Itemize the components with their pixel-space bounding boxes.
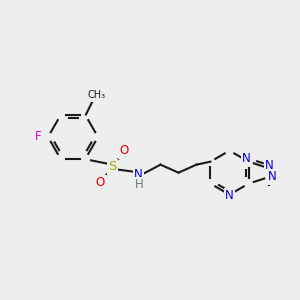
Text: O: O: [120, 144, 129, 157]
Text: F: F: [35, 130, 41, 143]
Text: N: N: [242, 152, 251, 165]
Text: O: O: [96, 176, 105, 189]
Text: N: N: [134, 168, 143, 181]
Text: H: H: [135, 178, 144, 191]
Text: S: S: [108, 160, 117, 173]
Text: N: N: [225, 189, 234, 202]
Text: N: N: [268, 170, 277, 183]
Text: N: N: [265, 159, 274, 172]
Text: CH₃: CH₃: [87, 90, 106, 100]
